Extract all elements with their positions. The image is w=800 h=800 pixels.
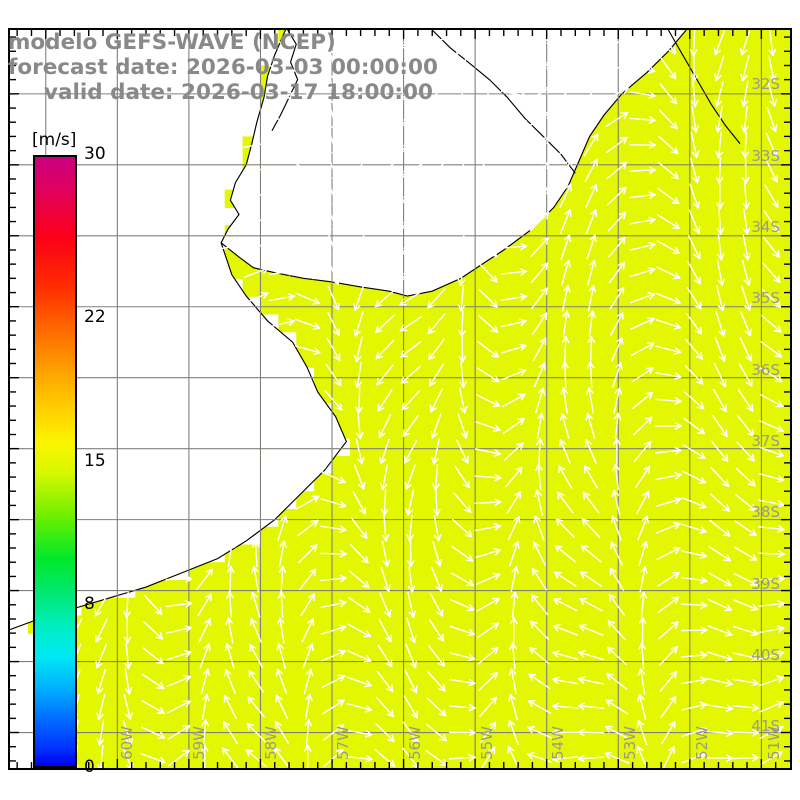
lon-label-59W: 59W (189, 726, 208, 760)
lon-label-54W: 54W (549, 726, 568, 760)
lat-label-32S: 32S (751, 75, 780, 94)
lat-label-37S: 37S (751, 431, 780, 450)
colorbar-tick-8: 8 (84, 593, 95, 614)
map-canvas (10, 30, 790, 768)
lat-label-35S: 35S (751, 289, 780, 308)
lon-label-56W: 56W (405, 726, 424, 760)
coastline-uruguay-brazil (220, 30, 687, 297)
lon-label-55W: 55W (477, 726, 496, 760)
lon-label-58W: 58W (261, 726, 280, 760)
axis-ticks (10, 30, 790, 768)
lat-label-36S: 36S (751, 360, 780, 379)
lat-label-38S: 38S (751, 503, 780, 522)
lon-label-57W: 57W (333, 726, 352, 760)
lat-label-40S: 40S (751, 645, 780, 664)
lat-label-41S: 41S (751, 717, 780, 736)
lagoon-dos-patos (667, 30, 741, 144)
lat-label-34S: 34S (751, 217, 780, 236)
map-plot-area[interactable]: 61W60W59W58W57W56W55W54W53W52W51W 32S33S… (8, 28, 792, 770)
colorbar-gradient (33, 155, 77, 768)
river-uruguay (271, 30, 299, 132)
lat-label-33S: 33S (751, 146, 780, 165)
colorbar-tick-0: 0 (84, 757, 95, 777)
lat-label-39S: 39S (751, 574, 780, 593)
river-negro (431, 30, 576, 174)
wind-vector-arrows (45, 30, 785, 768)
graticule-gridlines (10, 30, 790, 768)
lon-label-60W: 60W (117, 726, 136, 760)
lon-label-53W: 53W (621, 726, 640, 760)
land-mask (10, 30, 687, 630)
coastline-argentina (10, 242, 348, 631)
colorbar-tick-22: 22 (84, 307, 106, 328)
land-polygon-argentina (10, 242, 347, 630)
coastline (10, 30, 741, 631)
lon-label-52W: 52W (693, 726, 712, 760)
land-polygon-uruguay-brazil (10, 30, 687, 297)
colorbar-tick-30: 30 (84, 144, 106, 164)
colorbar-tick-15: 15 (84, 450, 106, 471)
colorbar-unit-label: [m/s] (32, 130, 77, 150)
